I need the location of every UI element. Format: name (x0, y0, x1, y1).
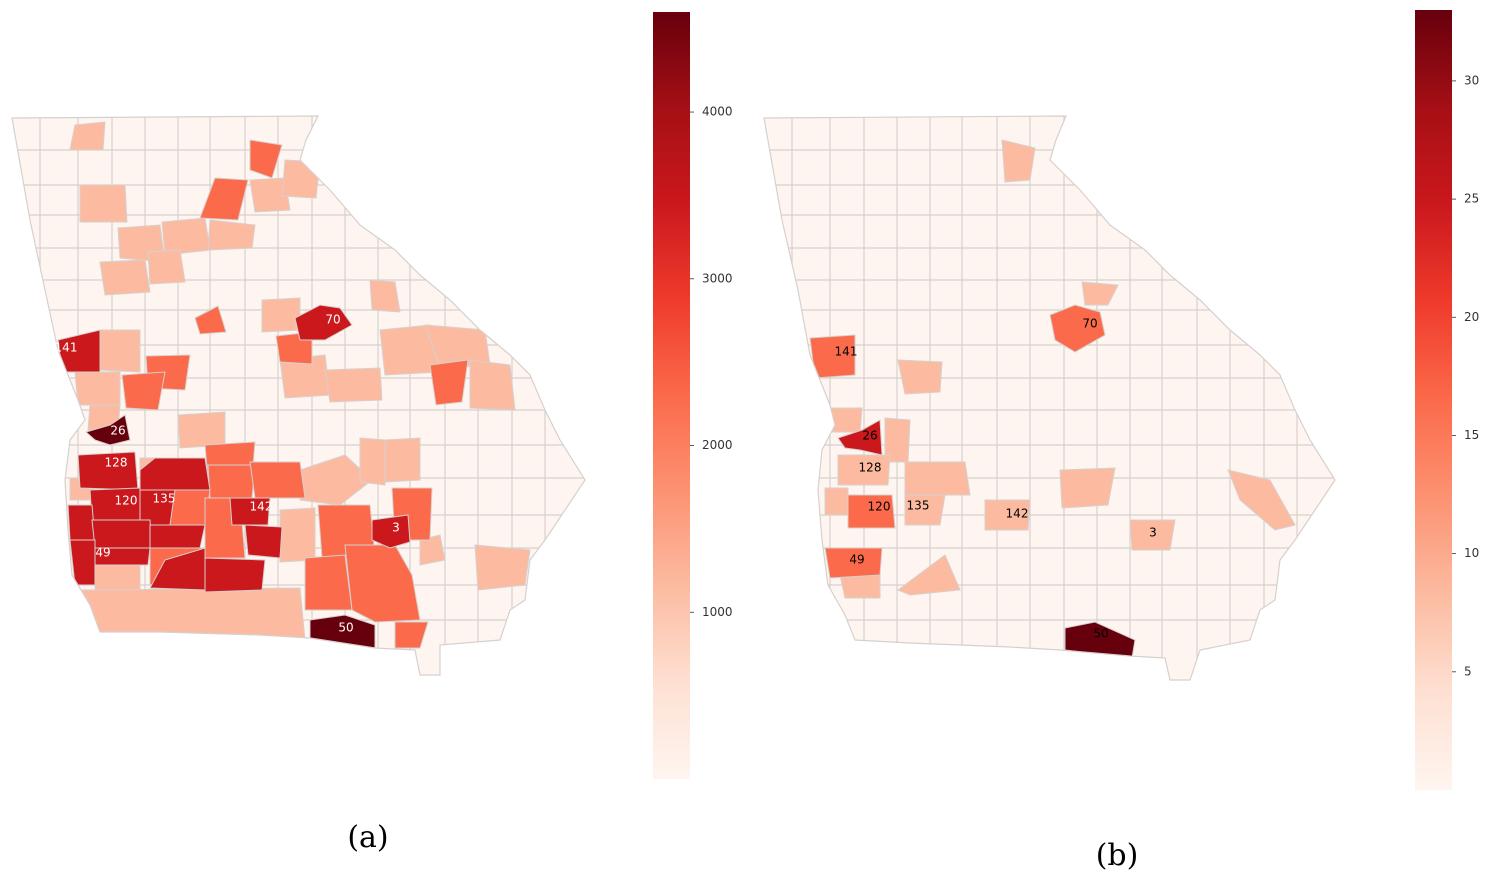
label-a-3: 3 (392, 521, 400, 535)
colorbar-a-tick-label: 3000 (702, 271, 733, 285)
label-b-70: 70 (1082, 317, 1097, 331)
map-a-labels: 141 70 26 128 120 135 142 3 49 50 (55, 313, 400, 635)
colorbar-b-tick-label: 30 (1464, 73, 1479, 87)
map-a (11, 115, 586, 676)
label-b-50: 50 (1093, 627, 1108, 641)
colorbar-b-tick-label: 10 (1464, 546, 1479, 560)
colorbar-b-gradient (1415, 10, 1452, 790)
colorbar-b-tick-label: 25 (1464, 192, 1479, 206)
label-b-120: 120 (868, 500, 891, 514)
label-a-128: 128 (105, 456, 128, 470)
label-b-141: 141 (835, 345, 858, 359)
label-b-3: 3 (1149, 526, 1157, 540)
colorbar-b: 5 10 15 20 25 30 (1415, 10, 1479, 790)
caption-b: (b) (1096, 838, 1139, 873)
label-b-49: 49 (849, 553, 864, 567)
map-b (763, 115, 1336, 681)
map-a-dark-counties (84, 414, 376, 649)
colorbar-b-tick-label: 20 (1464, 310, 1479, 324)
map-a-mid-counties (121, 139, 469, 649)
map-b-labels: 141 70 26 128 120 135 142 3 49 50 (835, 317, 1157, 641)
map-b-dark-counties (1064, 621, 1136, 659)
label-a-70: 70 (325, 313, 340, 327)
colorbar-a-tick-label: 2000 (702, 438, 733, 452)
map-b-strong-counties (837, 419, 883, 456)
colorbar-b-tick-label: 5 (1464, 664, 1472, 678)
label-a-26: 26 (110, 424, 125, 438)
colorbar-a-gradient (653, 12, 690, 779)
map-a-strong-counties (57, 304, 411, 593)
colorbar-a-tick-label: 4000 (702, 105, 733, 119)
map-b-mid-counties (809, 304, 1106, 579)
label-a-120: 120 (115, 494, 138, 508)
label-b-142: 142 (1006, 507, 1029, 521)
label-b-26: 26 (862, 429, 877, 443)
map-a-outline (11, 115, 586, 676)
colorbar-b-tick-label: 15 (1464, 428, 1479, 442)
caption-a: (a) (347, 820, 388, 855)
label-b-128: 128 (859, 461, 882, 475)
label-a-49: 49 (95, 546, 110, 560)
label-b-135: 135 (907, 499, 930, 513)
label-a-50: 50 (338, 621, 353, 635)
map-b-outline (763, 115, 1336, 681)
map-b-light-counties (824, 139, 1296, 599)
label-a-142: 142 (250, 500, 273, 514)
label-a-141: 141 (55, 341, 78, 355)
map-b-county-grid (764, 116, 1335, 680)
colorbar-a: 1000 2000 3000 4000 (653, 12, 733, 779)
map-a-light-counties (69, 121, 531, 641)
label-a-135: 135 (153, 492, 176, 506)
colorbar-a-tick-label: 1000 (702, 605, 733, 619)
